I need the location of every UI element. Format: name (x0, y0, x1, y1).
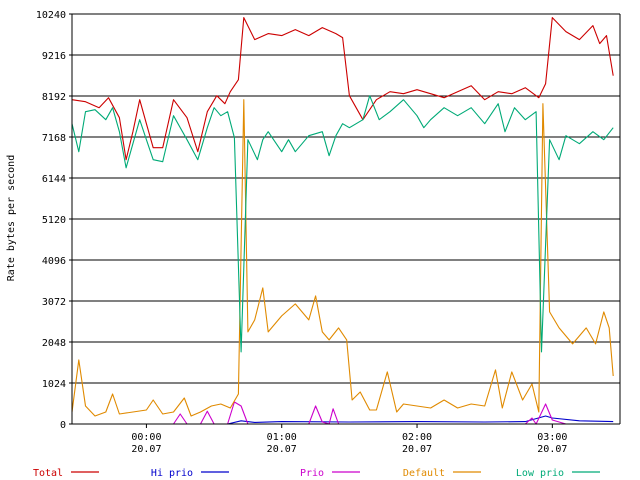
series-line-default (71, 99, 614, 417)
legend-label-default: Default (403, 468, 445, 479)
grid-lines (69, 13, 620, 428)
y-tick-label: 7168 (42, 133, 66, 144)
y-tick-label: 10240 (36, 10, 66, 21)
y-tick-label: 9216 (42, 51, 66, 62)
x-tick-time: 00:00 (131, 432, 161, 443)
series-line-total (71, 17, 614, 161)
x-tick-date: 20.07 (537, 444, 567, 455)
y-tick-label: 8192 (42, 92, 66, 103)
legend-label-hi-prio: Hi prio (151, 468, 193, 479)
y-tick-labels: 0 1024 2048 3072 4096 5120 6144 7168 8192 9216 102… (36, 10, 66, 431)
y-tick-label: 6144 (42, 174, 66, 185)
legend-label-prio: Prio (300, 468, 324, 479)
x-tick-date: 20.07 (402, 444, 432, 455)
y-tick-label: 4096 (42, 256, 66, 267)
series-layer (71, 17, 614, 425)
y-tick-label: 1024 (42, 379, 66, 390)
x-tick-time: 03:00 (537, 432, 567, 443)
x-tick-time: 02:00 (402, 432, 432, 443)
y-tick-label: 0 (60, 420, 66, 431)
y-axis-label: Rate bytes per second (6, 155, 17, 281)
series-line-low-prio (71, 95, 614, 353)
series-line-hi-prio (72, 415, 614, 425)
y-tick-label: 5120 (42, 215, 66, 226)
x-tick-date: 20.07 (131, 444, 161, 455)
legend-label-low-prio: Low prio (516, 468, 564, 479)
series-line-prio (72, 401, 614, 425)
axes (71, 14, 621, 425)
legend: Total Hi prio Prio Default Low prio (33, 468, 600, 479)
y-tick-label: 3072 (42, 297, 66, 308)
legend-label-total: Total (33, 468, 63, 479)
x-tick-date: 20.07 (267, 444, 297, 455)
x-tick-time: 01:00 (267, 432, 297, 443)
y-tick-label: 2048 (42, 338, 66, 349)
